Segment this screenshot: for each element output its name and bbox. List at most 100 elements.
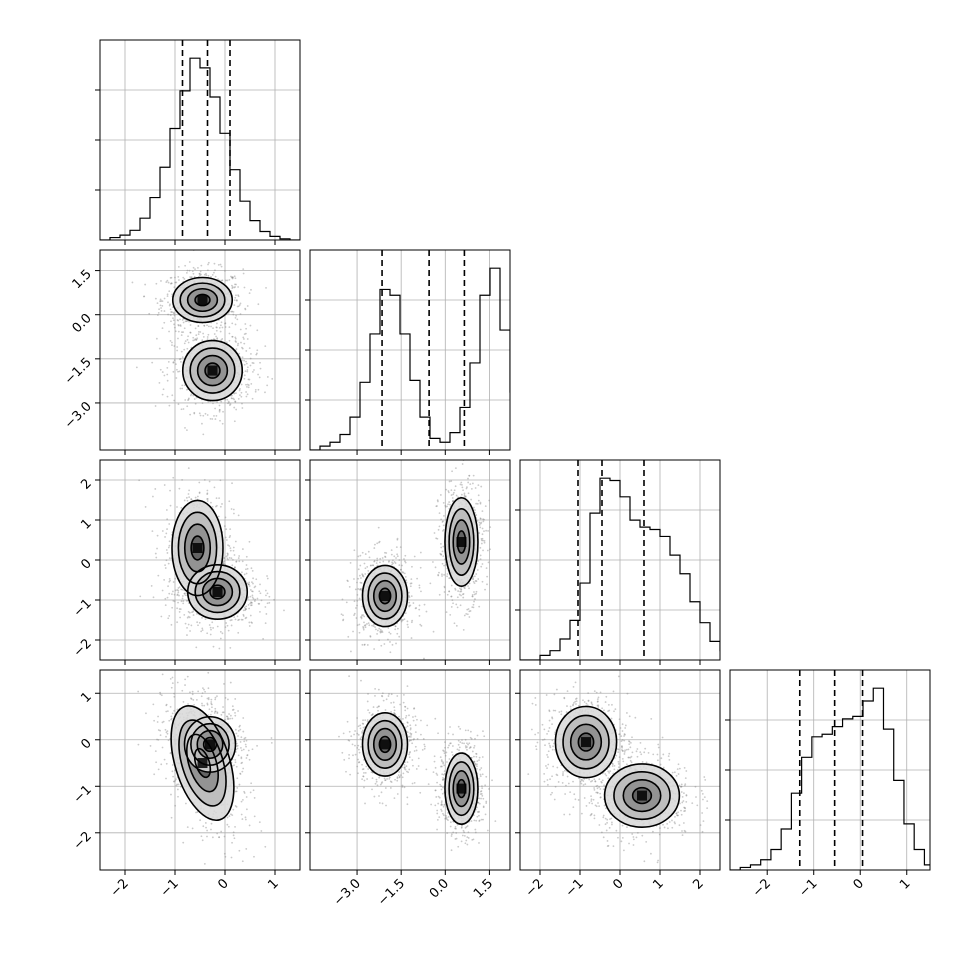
y-tick-label: −3.0	[62, 399, 95, 432]
sample-point	[475, 502, 478, 505]
sample-point	[244, 308, 247, 311]
sample-point	[241, 402, 243, 405]
sample-point	[202, 825, 205, 828]
sample-point	[183, 592, 186, 595]
sample-point	[170, 623, 173, 626]
sample-point	[449, 503, 451, 506]
sample-point	[222, 410, 224, 413]
sample-point	[342, 614, 344, 617]
sample-point	[384, 556, 387, 558]
sample-point	[461, 483, 463, 486]
sample-point	[443, 514, 445, 517]
sample-point	[180, 588, 183, 591]
sample-point	[342, 619, 344, 622]
sample-point	[364, 553, 367, 555]
sample-point	[154, 488, 157, 490]
sample-point	[231, 482, 233, 485]
sample-point	[166, 295, 169, 297]
sample-point	[231, 814, 234, 817]
sample-point	[184, 399, 187, 401]
sample-point	[237, 631, 240, 634]
sample-point	[447, 491, 450, 494]
sample-point	[241, 860, 244, 863]
sample-point	[472, 577, 474, 580]
sample-point	[201, 616, 203, 619]
sample-point	[462, 593, 465, 595]
sample-point	[165, 762, 168, 765]
sample-point	[230, 397, 233, 399]
sample-point	[203, 324, 206, 327]
sample-point	[247, 583, 250, 586]
sample-point	[166, 552, 169, 554]
sample-point	[212, 627, 214, 629]
sample-point	[465, 613, 468, 615]
sample-point	[171, 682, 174, 685]
sample-point	[236, 777, 239, 780]
sample-point	[443, 586, 446, 589]
sample-point	[206, 697, 209, 700]
sample-point	[171, 293, 174, 296]
sample-point	[231, 276, 234, 279]
sample-point	[182, 331, 185, 334]
sample-point	[388, 560, 390, 562]
sample-point	[234, 728, 237, 731]
sample-point	[176, 788, 179, 791]
sample-point	[379, 557, 382, 560]
sample-point	[237, 397, 240, 400]
sample-point	[225, 555, 228, 558]
sample-point	[412, 602, 415, 604]
sample-point	[478, 605, 481, 608]
sample-point	[257, 388, 260, 391]
sample-point	[395, 557, 397, 559]
sample-point	[443, 585, 446, 588]
sample-point	[187, 615, 190, 618]
sample-point	[404, 554, 407, 557]
sample-point	[161, 673, 164, 676]
sample-point	[216, 401, 219, 403]
sample-point	[206, 498, 209, 500]
sample-point	[484, 588, 486, 591]
sample-point	[367, 550, 370, 553]
sample-point	[223, 835, 226, 838]
sample-point	[172, 370, 175, 373]
sample-point	[364, 567, 367, 570]
sample-point	[253, 369, 255, 371]
sample-point	[240, 391, 243, 394]
sample-point	[234, 566, 236, 568]
sample-point	[167, 739, 170, 742]
sample-point	[209, 626, 212, 629]
sample-point	[185, 592, 188, 594]
sample-point	[165, 281, 168, 283]
sample-point	[221, 422, 224, 425]
sample-point	[259, 367, 262, 370]
sample-point	[245, 848, 248, 850]
sample-point	[173, 600, 176, 603]
sample-point	[468, 474, 471, 477]
sample-point	[253, 600, 256, 602]
sample-point	[481, 537, 484, 540]
sample-point	[193, 275, 196, 278]
sample-point	[283, 609, 285, 612]
sample-point	[161, 300, 164, 303]
sample-point	[445, 488, 448, 491]
sample-point	[215, 326, 218, 329]
sample-point	[454, 467, 457, 470]
sample-point	[460, 493, 463, 496]
sample-point	[166, 395, 169, 398]
sample-point	[441, 521, 444, 523]
sample-point	[232, 310, 235, 313]
sample-point	[373, 648, 376, 650]
contour-line	[448, 508, 475, 576]
histogram-panel-3: −2 −1 0 1	[725, 669, 931, 900]
sample-point	[171, 593, 173, 596]
sample-point	[475, 590, 478, 593]
sample-point	[450, 584, 453, 587]
sample-point	[177, 591, 180, 594]
sample-point	[131, 281, 134, 284]
sample-point	[396, 537, 399, 540]
sample-point	[168, 544, 171, 547]
sample-point	[166, 518, 169, 521]
x-tick-label: 1	[897, 876, 913, 892]
sample-point	[256, 329, 259, 332]
sample-point	[246, 383, 249, 386]
